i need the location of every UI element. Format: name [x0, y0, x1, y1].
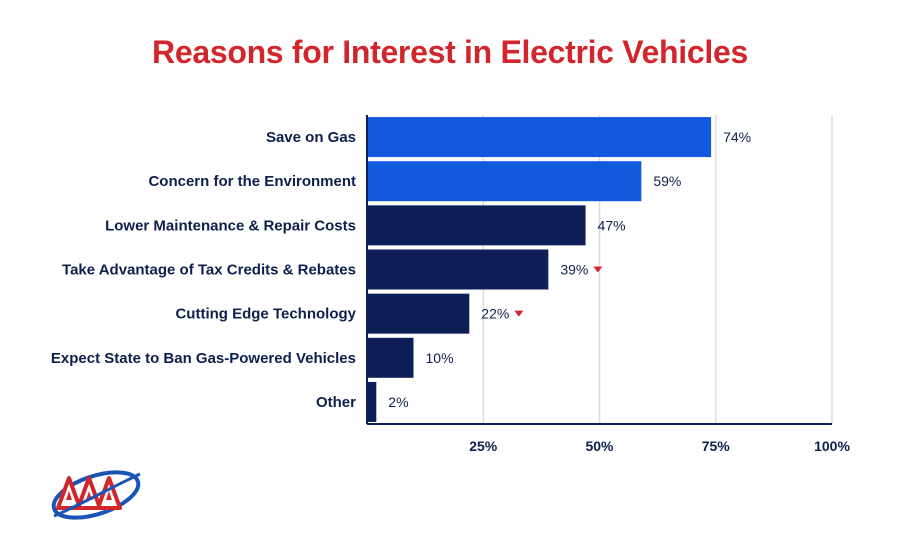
- x-ticks: 25% 50% 75% 100%: [469, 438, 850, 454]
- logo-swoosh-icon: [53, 472, 141, 518]
- value-label: 2%: [388, 394, 408, 410]
- category-label: Other: [316, 394, 356, 411]
- value-label: 47%: [598, 217, 626, 233]
- x-tick-label: 50%: [585, 438, 614, 454]
- category-label: Lower Maintenance & Repair Costs: [105, 217, 356, 234]
- value-label: 59%: [653, 173, 681, 189]
- decrease-arrow-icon: [593, 266, 603, 273]
- x-tick-label: 25%: [469, 438, 498, 454]
- bar: [367, 205, 586, 246]
- value-label: 22%: [481, 306, 509, 322]
- value-label: 10%: [426, 350, 454, 366]
- bar: [367, 117, 712, 158]
- x-tick-label: 100%: [814, 438, 850, 454]
- decrease-arrow-icon: [514, 310, 524, 317]
- category-label: Cutting Edge Technology: [175, 306, 356, 323]
- x-tick-label: 75%: [702, 438, 731, 454]
- bars: [367, 117, 712, 422]
- category-label: Save on Gas: [266, 129, 356, 146]
- bar: [367, 293, 470, 334]
- bar: [367, 381, 377, 422]
- category-label: Concern for the Environment: [148, 173, 356, 190]
- bar: [367, 337, 414, 378]
- category-label: Expect State to Ban Gas-Powered Vehicles: [51, 350, 356, 367]
- bar: [367, 161, 642, 202]
- value-label: 74%: [723, 129, 751, 145]
- category-label: Take Advantage of Tax Credits & Rebates: [62, 262, 356, 279]
- value-label: 39%: [560, 262, 588, 278]
- bar: [367, 249, 549, 290]
- labels: Save on Gas 74% Concern for the Environmen…: [51, 129, 751, 411]
- chart-title: Reasons for Interest in Electric Vehicle…: [152, 34, 748, 70]
- aaa-logo: [51, 470, 141, 520]
